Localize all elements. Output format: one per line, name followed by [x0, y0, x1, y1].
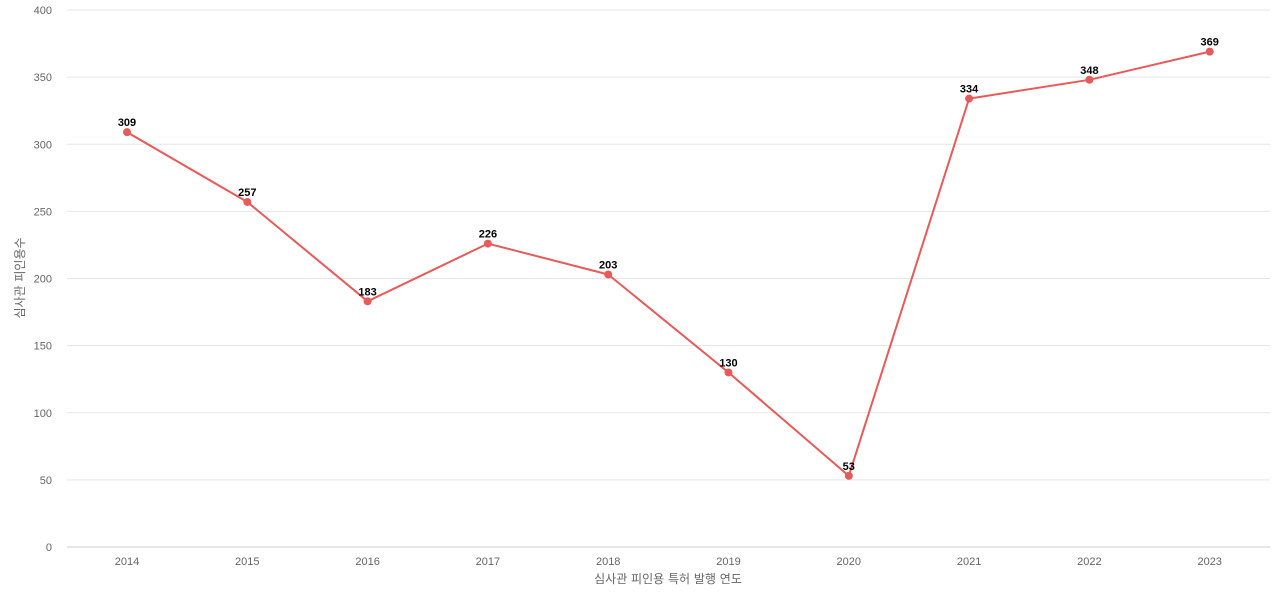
data-label-2023: 369: [1201, 37, 1219, 49]
y-axis-ticks: 0 50 100 150 200 250 300 350 400: [34, 5, 52, 554]
x-tick-label-2022: 2022: [1077, 556, 1101, 568]
data-label-2016: 183: [358, 286, 376, 298]
data-point-2017[interactable]: [483, 239, 492, 248]
x-axis-ticks: 2014 2015 2016 2017 2018 2019 2020 2021 2022 2023: [115, 556, 1222, 568]
y-tick-label-50: 50: [40, 475, 52, 487]
gridlines: [67, 9, 1270, 548]
x-tick-label-2018: 2018: [596, 556, 620, 568]
data-label-2020: 53: [843, 461, 855, 473]
x-tick-label-2017: 2017: [476, 556, 500, 568]
x-tick-label-2016: 2016: [355, 556, 379, 568]
data-label-2019: 130: [719, 357, 737, 369]
x-tick-label-2019: 2019: [716, 556, 740, 568]
data-label-2021: 334: [960, 84, 979, 96]
data-point-2015[interactable]: [243, 197, 252, 206]
series-layer: [123, 47, 1214, 480]
y-tick-label-350: 350: [34, 72, 52, 84]
y-tick-label-300: 300: [34, 139, 52, 151]
data-point-2019[interactable]: [724, 368, 733, 377]
y-axis-title: 심사관 피인용수: [13, 237, 27, 318]
data-label-2014: 309: [118, 117, 136, 129]
data-labels: 309 257 183 226 203 130 53 334 348 369: [118, 37, 1219, 473]
x-tick-label-2014: 2014: [115, 556, 139, 568]
y-tick-label-400: 400: [34, 5, 52, 17]
y-tick-label-150: 150: [34, 341, 52, 353]
y-tick-label-0: 0: [46, 542, 52, 554]
data-point-2020[interactable]: [844, 471, 853, 480]
series-line: [126, 50, 1210, 477]
x-axis-title: 심사관 피인용 특허 발행 연도: [594, 571, 742, 586]
y-tick-label-100: 100: [34, 408, 52, 420]
x-tick-label-2015: 2015: [235, 556, 259, 568]
data-point-2023[interactable]: [1205, 47, 1214, 56]
data-point-2014[interactable]: [123, 128, 131, 137]
data-point-2021[interactable]: [965, 94, 974, 103]
data-label-2017: 226: [479, 229, 497, 241]
data-label-2022: 348: [1080, 65, 1098, 77]
data-point-2018[interactable]: [604, 270, 613, 279]
data-label-2018: 203: [599, 259, 617, 271]
data-label-2015: 257: [238, 187, 256, 199]
x-tick-label-2023: 2023: [1197, 556, 1221, 568]
data-point-2016[interactable]: [363, 297, 372, 306]
y-tick-label-250: 250: [34, 206, 52, 218]
y-tick-label-200: 200: [34, 274, 52, 286]
x-tick-label-2021: 2021: [957, 556, 981, 568]
data-point-2022[interactable]: [1085, 75, 1094, 84]
x-tick-label-2020: 2020: [837, 556, 861, 568]
